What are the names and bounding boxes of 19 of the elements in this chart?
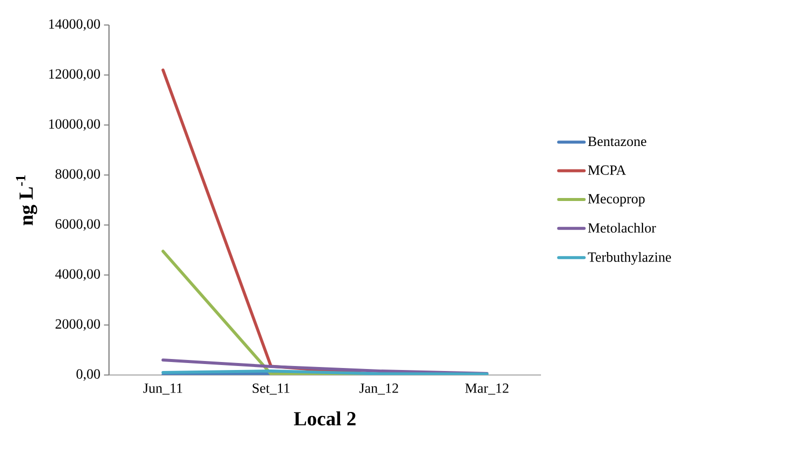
y-tick-label: 0,00 bbox=[76, 369, 100, 381]
y-tick-label: 14000,00 bbox=[49, 19, 100, 31]
text: ng L$^{-1}$ bbox=[16, 175, 38, 226]
legend-label: Terbuthylazine bbox=[588, 252, 671, 265]
legend-label: MCPA bbox=[588, 165, 626, 175]
x-tick-label: Jun_11 bbox=[143, 384, 182, 395]
y-tick-label: 12000,00 bbox=[49, 69, 100, 81]
legend-label: Mecoprop bbox=[588, 194, 645, 206]
x-tick-label: Set_11 bbox=[252, 384, 290, 395]
y-tick-label: 10000,00 bbox=[49, 119, 100, 131]
legend-label: Bentazone bbox=[588, 136, 646, 146]
x-tick-label: Jan_12 bbox=[359, 384, 398, 395]
x-axis-title: Local 2 bbox=[294, 411, 356, 426]
y-tick-label: 6000,00 bbox=[56, 219, 100, 231]
y-tick-label: 2000,00 bbox=[56, 319, 100, 331]
x-tick-label: Mar_12 bbox=[465, 384, 508, 395]
y-tick-label: 4000,00 bbox=[55, 269, 100, 281]
y-tick-label: 8000,00 bbox=[56, 169, 100, 181]
legend-label: Metolachlor bbox=[588, 222, 656, 233]
